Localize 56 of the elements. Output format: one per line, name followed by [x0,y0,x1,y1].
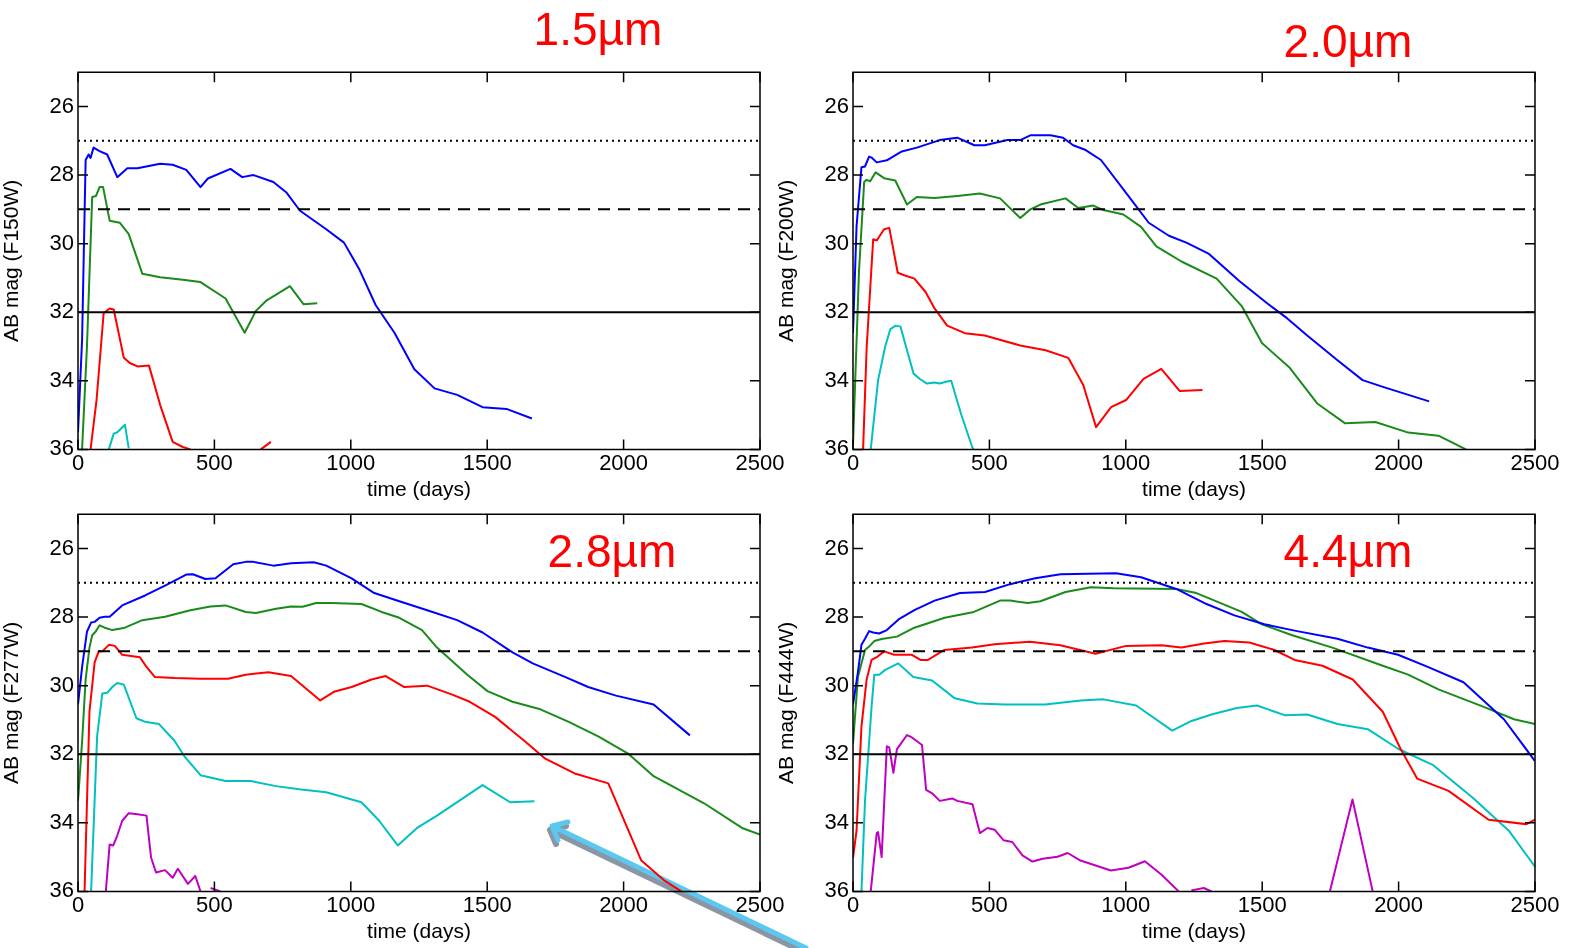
x-tick-label: 2500 [1510,449,1560,475]
chart-title: 2.0µm [1283,14,1413,68]
x-tick-label: 1000 [1101,449,1151,475]
x-tick-label: 2500 [735,891,785,917]
x-tick-label: 1500 [1237,891,1287,917]
x-tick-label: 1000 [326,891,376,917]
x-tick-label: 2000 [1374,891,1424,917]
y-tick-label: 32 [49,298,74,324]
y-tick-label: 36 [824,877,849,903]
y-tick-label: 28 [49,603,74,629]
y-tick-label: 36 [49,877,74,903]
y-axis-title: AB mag (F444W) [774,621,798,784]
y-tick-label: 32 [49,740,74,766]
x-tick-label: 1000 [326,449,376,475]
chart-title: 4.4µm [1283,524,1413,578]
x-tick-label: 500 [971,449,1008,475]
y-tick-label: 30 [824,671,849,697]
chart-title: 1.5µm [533,2,663,56]
x-tick-label: 2000 [1374,449,1424,475]
y-tick-label: 34 [49,366,74,392]
x-tick-label: 2000 [599,891,649,917]
x-tick-label: 1500 [462,891,512,917]
x-tick-label: 2000 [599,449,649,475]
y-axis-title: AB mag (F200W) [774,179,798,342]
chart-title: 2.8µm [547,524,677,578]
x-axis-title: time (days) [1142,477,1246,501]
x-tick-label: 1500 [462,449,512,475]
x-tick-label: 1000 [1101,891,1151,917]
y-tick-label: 30 [49,229,74,255]
x-axis-title: time (days) [1142,919,1246,943]
x-axis-title: time (days) [367,477,471,501]
y-tick-label: 26 [49,534,74,560]
y-tick-label: 34 [824,808,849,834]
y-tick-label: 28 [49,161,74,187]
y-tick-label: 30 [824,229,849,255]
y-axis-title: AB mag (F150W) [0,179,23,342]
y-tick-label: 26 [824,534,849,560]
y-tick-label: 28 [824,603,849,629]
y-axis-title: AB mag (F277W) [0,621,23,784]
y-tick-label: 36 [824,435,849,461]
x-tick-label: 500 [196,891,233,917]
x-tick-label: 1500 [1237,449,1287,475]
x-axis-title: time (days) [367,919,471,943]
y-tick-label: 34 [49,808,74,834]
x-tick-label: 2500 [1510,891,1560,917]
y-tick-label: 26 [49,92,74,118]
y-tick-label: 34 [824,366,849,392]
y-tick-label: 30 [49,671,74,697]
y-tick-label: 28 [824,161,849,187]
y-tick-label: 32 [824,298,849,324]
x-tick-label: 500 [971,891,1008,917]
y-tick-label: 26 [824,92,849,118]
x-tick-label: 500 [196,449,233,475]
y-tick-label: 32 [824,740,849,766]
y-tick-label: 36 [49,435,74,461]
x-tick-label: 2500 [735,449,785,475]
